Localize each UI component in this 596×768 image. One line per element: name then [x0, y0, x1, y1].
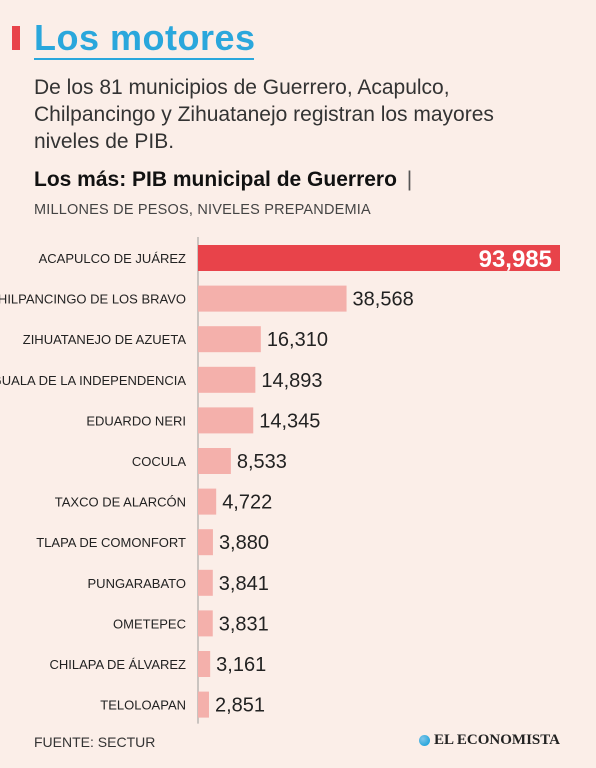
bar — [198, 245, 560, 271]
category-label: IGUALA DE LA INDEPENDENCIA — [0, 373, 186, 388]
brand-logo: EL ECONOMISTA — [419, 732, 560, 749]
bar — [198, 691, 209, 718]
category-label: ZIHUATANEJO DE AZUETA — [23, 332, 187, 347]
value-label: 3,841 — [219, 573, 269, 595]
value-label: 93,985 — [479, 246, 552, 273]
title-underline — [34, 58, 254, 60]
value-label: 2,851 — [215, 695, 265, 717]
source-note: FUENTE: SECTUR — [34, 734, 156, 750]
title-accent-bar — [12, 26, 20, 50]
value-label: 4,722 — [222, 492, 272, 514]
value-label: 16,310 — [267, 329, 328, 351]
value-label: 3,831 — [219, 613, 269, 635]
chart-subtitle: MILLONES DE PESOS, NIVELES PREPANDEMIA — [34, 202, 371, 218]
value-label: 14,893 — [261, 370, 322, 392]
category-label: TAXCO DE ALARCÓN — [55, 495, 186, 510]
category-label: CHILAPA DE ÁLVAREZ — [49, 657, 186, 672]
category-label: COCULA — [132, 454, 187, 469]
value-label: 3,880 — [219, 532, 269, 554]
category-label: TELOLOAPAN — [100, 698, 186, 713]
page-title: Los motores — [34, 17, 256, 58]
category-label: TLAPA DE COMONFORT — [36, 535, 186, 550]
bar — [198, 529, 213, 556]
bar — [198, 569, 213, 596]
chart-title-text: Los más: PIB municipal de Guerrero — [34, 168, 397, 191]
category-label: PUNGARABATO — [88, 576, 186, 591]
bar — [198, 448, 231, 474]
brand-name: EL ECONOMISTA — [434, 732, 560, 748]
chart-title: Los más: PIB municipal de Guerrero | — [34, 168, 412, 192]
value-label: 14,345 — [259, 410, 320, 432]
bar — [198, 407, 254, 434]
category-label: ACAPULCO DE JUÁREZ — [39, 251, 186, 266]
category-label: EDUARDO NERI — [86, 413, 186, 428]
value-label: 3,161 — [216, 654, 266, 676]
bar — [198, 488, 217, 515]
value-label: 38,568 — [353, 289, 414, 311]
bar — [198, 610, 213, 637]
category-label: OMETEPEC — [113, 616, 186, 631]
globe-icon — [419, 735, 430, 746]
bar — [198, 285, 347, 312]
bar — [198, 366, 256, 393]
category-label: CHILPANCINGO DE LOS BRAVO — [0, 292, 186, 307]
value-label: 8,533 — [237, 451, 287, 473]
bar — [198, 326, 261, 353]
page-subtitle: De los 81 municipios de Guerrero, Acapul… — [34, 76, 494, 153]
bar — [198, 651, 211, 677]
chart-title-separator: | — [406, 168, 413, 191]
